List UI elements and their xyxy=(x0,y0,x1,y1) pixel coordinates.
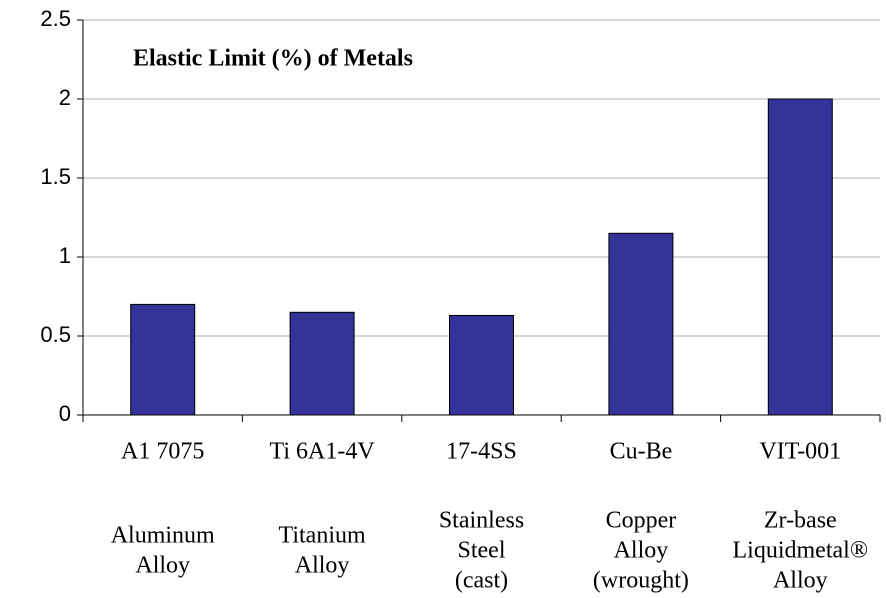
x-tick-label: Ti 6A1-4V xyxy=(270,439,376,465)
x-tick-label: Cu-Be xyxy=(610,439,673,465)
category-description: Copper xyxy=(606,508,677,534)
y-tick-label: 1.5 xyxy=(40,164,71,189)
y-tick-label: 2.5 xyxy=(40,6,71,31)
category-description: (wrought) xyxy=(593,568,689,594)
bar xyxy=(449,314,514,416)
category-description: Titanium xyxy=(279,523,366,549)
category-description: Steel xyxy=(458,538,506,564)
category-description: Alloy xyxy=(773,568,828,594)
bar xyxy=(289,311,355,416)
category-description: Stainless xyxy=(439,508,524,534)
bar xyxy=(767,98,833,416)
x-tick-label: A1 7075 xyxy=(121,439,204,465)
category-description: Liquidmetal® xyxy=(733,538,869,564)
category-description: Alloy xyxy=(614,538,669,564)
chart-title: Elastic Limit (%) of Metals xyxy=(133,46,413,72)
category-description: (cast) xyxy=(455,568,508,594)
y-tick-label: 1 xyxy=(59,243,71,268)
category-description: Alloy xyxy=(135,553,190,579)
y-tick-label: 2 xyxy=(59,85,71,110)
x-tick-label: VIT-001 xyxy=(759,439,841,465)
category-description: Alloy xyxy=(295,553,350,579)
y-tick-label: 0.5 xyxy=(40,322,71,347)
category-description: Zr-base xyxy=(764,508,837,534)
x-tick-label: 17-4SS xyxy=(446,439,517,465)
bar xyxy=(130,303,196,416)
y-tick-label: 0 xyxy=(59,401,71,426)
category-description: Aluminum xyxy=(111,523,215,549)
bar xyxy=(608,232,674,416)
